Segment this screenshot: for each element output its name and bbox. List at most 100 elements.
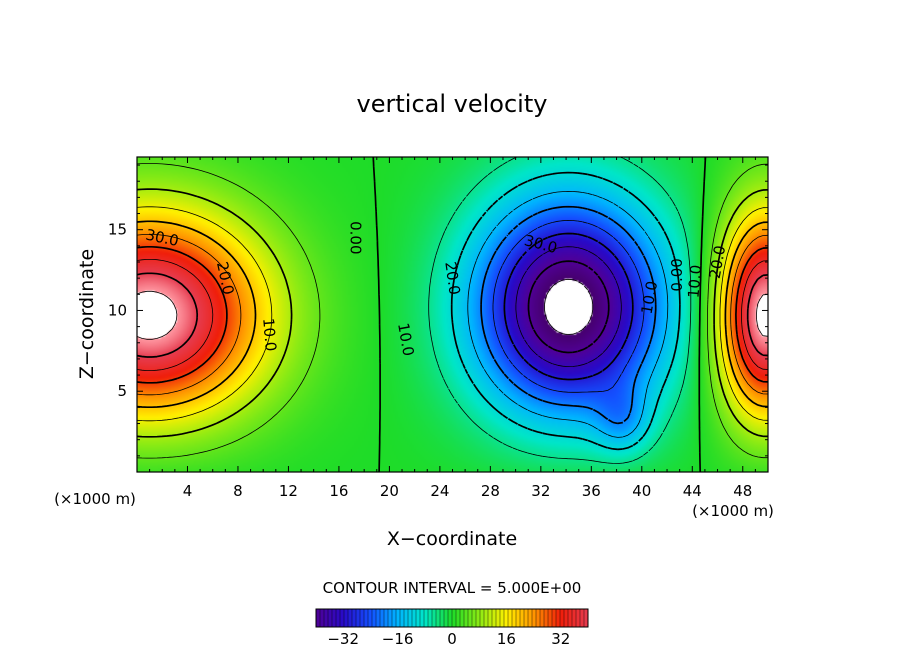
colorbar-cell [415,608,421,628]
colorbar-cell [535,608,541,628]
colorbar-cell [463,608,469,628]
y-tick-label: 15 [108,221,127,239]
colorbar-cell [407,608,413,628]
colorbar-cell [543,608,549,628]
colorbar-tick-label: 32 [551,630,570,648]
colorbar-cell [579,608,585,628]
colorbar-cell [367,608,373,628]
colorbar-cell [555,608,561,628]
contour-lines [137,157,768,472]
colorbar-cell [495,608,501,628]
contour-level-5 [137,163,768,459]
contour-level-20 [137,220,768,409]
colorbar-cell [467,608,473,628]
colorbar-cell [567,608,573,628]
colorbar-cell [443,608,449,628]
colorbar-cell [559,608,565,628]
contour-label-9: 10.0 [684,264,705,299]
colorbar-cell [507,608,513,628]
contour-level-10 [137,188,768,438]
colorbar-cell [527,608,533,628]
x-tick-label: 8 [233,482,243,500]
contour-level-0 [372,157,707,472]
y-ticks: 5 10 15 [108,164,768,457]
colorbar-cell [359,608,365,628]
colorbar-tick-label: −32 [327,630,359,648]
contour-level-25 [137,234,768,396]
colorbar-tick-label: 0 [447,630,457,648]
colorbar-cell [319,608,325,628]
colorbar-cell [551,608,557,628]
colorbar-cell [387,608,393,628]
contour-label-3: 0.00 [346,221,364,254]
colorbar-cell [395,608,401,628]
contour-label-8: 0.00 [668,258,686,291]
contour-level-neg45 [544,278,594,335]
colorbar-cell [575,608,581,628]
colorbar-cell [371,608,377,628]
contour-interval-text: CONTOUR INTERVAL = 5.000E+00 [323,579,582,597]
colorbar-cell [563,608,569,628]
colorbar-cell [503,608,509,628]
colorbar-cell [323,608,329,628]
colorbar-cell [315,608,321,628]
contour-level-15 [137,206,768,422]
contour-level-30 [137,245,768,384]
chart-title: vertical velocity [357,90,548,118]
colorbar-cell [335,608,341,628]
colorbar-cell [347,608,353,628]
colorbar-cell [427,608,433,628]
x-tick-label: 4 [183,482,193,500]
colorbar-cell [491,608,497,628]
colorbar-cell [439,608,445,628]
x-tick-label: 28 [481,482,500,500]
colorbar-tick-label: 16 [497,630,516,648]
colorbar-cell [399,608,405,628]
colorbar-cell [571,608,577,628]
colorbar-cell [423,608,429,628]
colorbar-cell [511,608,517,628]
colorbar-cell [383,608,389,628]
x-tick-label: 12 [279,482,298,500]
colorbar-cell [419,608,425,628]
y-axis-label: Z−coordinate [76,249,98,379]
x-tick-label: 36 [582,482,601,500]
x-tick-label: 48 [733,482,752,500]
colorbar-cell [447,608,453,628]
colorbar-ticks: −32 −16 0 16 32 [327,630,570,648]
colorbar-cell [375,608,381,628]
x-unit-left: (×1000 m) [54,490,136,508]
contour-level-neg10 [450,171,681,451]
colorbar-cell [403,608,409,628]
colorbar-tick-label: −16 [382,630,414,648]
colorbar-cell [455,608,461,628]
colorbar-cell [343,608,349,628]
colorbar-cell [479,608,485,628]
colorbar-cell [363,608,369,628]
colorbar-cell [411,608,417,628]
contour-level-neg5 [428,157,692,464]
colorbar-cell [471,608,477,628]
x-tick-label: 20 [380,482,399,500]
colorbar-cell [483,608,489,628]
colorbar-cell [431,608,437,628]
contour-level-40 [137,272,768,358]
x-tick-label: 44 [683,482,702,500]
colorbar-cell [331,608,337,628]
colorbar-cells [315,608,589,628]
colorbar-cell [351,608,357,628]
x-tick-label: 40 [632,482,651,500]
colorbar-cell [531,608,537,628]
colorbar-cell [499,608,505,628]
contour-label-4: 10.0 [394,321,418,357]
colorbar-cell [487,608,493,628]
x-tick-label: 24 [430,482,449,500]
y-tick-label: 5 [117,382,127,400]
x-tick-label: 32 [531,482,550,500]
contour-level-neg40 [527,260,610,354]
contour-label-2: 10.0 [259,317,280,352]
colorbar-cell [435,608,441,628]
colorbar-cell [539,608,545,628]
colorbar-cell [519,608,525,628]
